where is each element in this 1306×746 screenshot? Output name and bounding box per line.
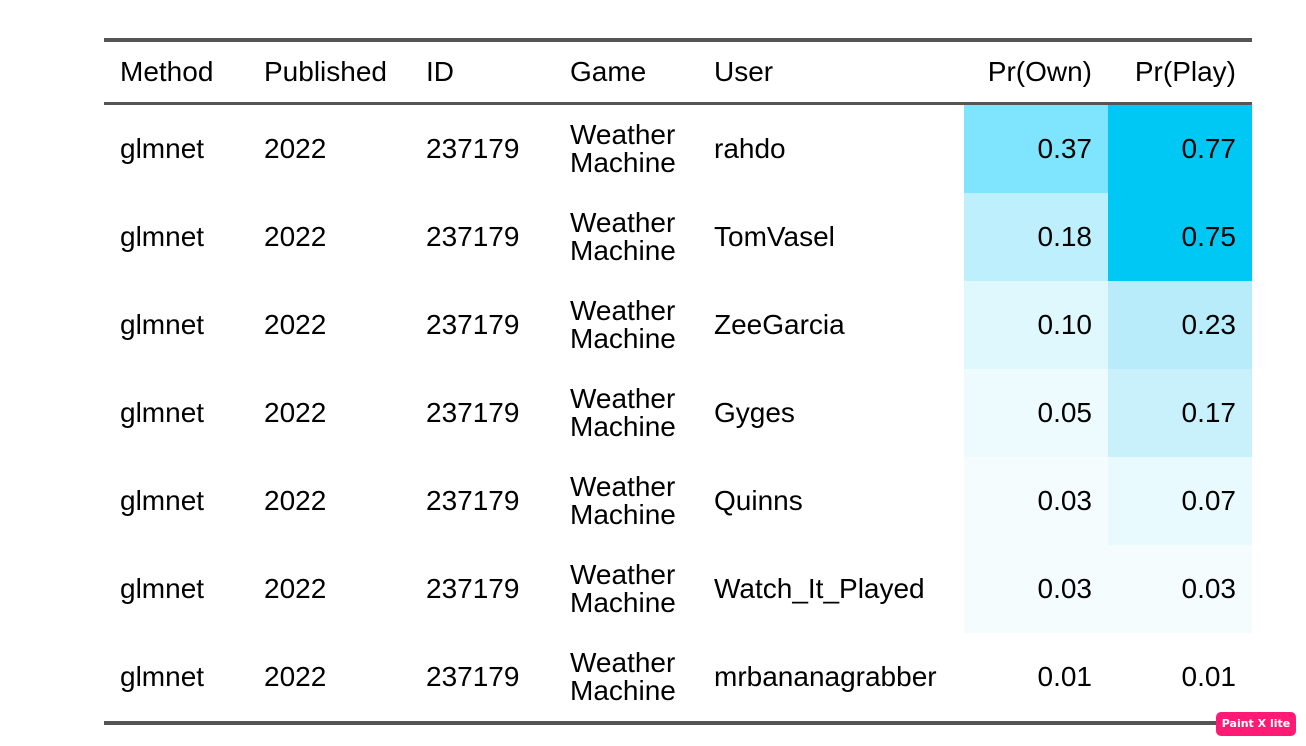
cell-id: 237179 xyxy=(426,397,520,428)
game-line-2: Machine xyxy=(570,587,676,618)
game-line-1: Weather xyxy=(570,207,676,238)
cell-method: glmnet xyxy=(120,573,205,604)
cell-published: 2022 xyxy=(264,221,327,252)
cell-user: mrbananagrabber xyxy=(698,633,964,725)
cell-pr-own: 0.01 xyxy=(964,633,1108,725)
cell-method: glmnet xyxy=(120,397,205,428)
paint-x-lite-watermark: Paint X lite xyxy=(1216,712,1296,736)
results-table: Method Published ID Game User Pr(Own) Pr… xyxy=(104,38,1252,725)
cell-method: glmnet xyxy=(120,309,205,340)
cell-method: glmnet xyxy=(104,633,248,725)
table-row: glmnet 2022 237179 Weather Machine mrbana… xyxy=(104,633,1252,725)
cell-id: 237179 xyxy=(426,573,520,604)
cell-pr-own: 0.18 xyxy=(964,193,1108,281)
game-line-2: Machine xyxy=(570,323,676,354)
cell-pr-play: 0.75 xyxy=(1108,193,1252,281)
table-row: glmnet 2022 237179 Weather Machine Quinns… xyxy=(104,457,1252,545)
table-row: glmnet 2022 237179 Weather Machine rahdo … xyxy=(104,103,1252,194)
cell-published: 2022 xyxy=(264,485,327,516)
cell-game: Weather Machine xyxy=(554,369,698,457)
game-line-1: Weather xyxy=(570,119,676,150)
cell-user: Watch_It_Played xyxy=(714,573,925,604)
cell-game: Weather Machine xyxy=(554,457,698,545)
cell-user: Gyges xyxy=(714,397,795,428)
cell-pr-own: 0.03 xyxy=(964,545,1108,633)
cell-pr-play: 0.07 xyxy=(1108,457,1252,545)
cell-method: glmnet xyxy=(120,221,205,252)
game-line-1: Weather xyxy=(570,295,676,326)
column-header-pr-own: Pr(Own) xyxy=(964,38,1108,105)
cell-method: glmnet xyxy=(120,133,205,164)
cell-published: 2022 xyxy=(264,397,327,428)
cell-method: glmnet xyxy=(120,485,205,516)
cell-game: Weather Machine xyxy=(554,281,698,369)
cell-published: 2022 xyxy=(248,633,410,725)
game-line-2: Machine xyxy=(570,499,676,530)
cell-user: Quinns xyxy=(714,485,803,516)
results-table-container: Method Published ID Game User Pr(Own) Pr… xyxy=(104,38,1252,725)
cell-user: TomVasel xyxy=(714,221,835,252)
cell-pr-play: 0.23 xyxy=(1108,281,1252,369)
game-line-2: Machine xyxy=(570,235,676,266)
game-line-1: Weather xyxy=(570,647,676,678)
cell-user: ZeeGarcia xyxy=(714,309,845,340)
cell-pr-own: 0.37 xyxy=(964,103,1108,193)
game-line-1: Weather xyxy=(570,383,676,414)
column-header-id: ID xyxy=(410,38,554,105)
game-line-2: Machine xyxy=(570,147,676,178)
cell-published: 2022 xyxy=(264,573,327,604)
cell-id: 237179 xyxy=(426,309,520,340)
cell-game: Weather Machine xyxy=(554,104,698,194)
cell-published: 2022 xyxy=(264,309,327,340)
column-header-method: Method xyxy=(104,38,248,105)
game-line-1: Weather xyxy=(570,559,676,590)
game-line-2: Machine xyxy=(570,675,676,706)
cell-user: rahdo xyxy=(714,133,786,164)
cell-game: Weather Machine xyxy=(554,545,698,633)
column-header-pr-play: Pr(Play) xyxy=(1108,38,1252,105)
table-row: glmnet 2022 237179 Weather Machine TomVas… xyxy=(104,193,1252,281)
header-row: Method Published ID Game User Pr(Own) Pr… xyxy=(104,38,1252,105)
cell-game: Weather Machine xyxy=(554,193,698,281)
cell-pr-own: 0.05 xyxy=(964,369,1108,457)
cell-pr-play: 0.03 xyxy=(1108,545,1252,633)
cell-id: 237179 xyxy=(410,633,554,725)
table-body: glmnet 2022 237179 Weather Machine rahdo … xyxy=(104,103,1252,725)
column-header-published: Published xyxy=(248,38,410,105)
table-row: glmnet 2022 237179 Weather Machine Gyges … xyxy=(104,369,1252,457)
cell-pr-play: 0.17 xyxy=(1108,369,1252,457)
cell-pr-play: 0.77 xyxy=(1108,103,1252,193)
cell-game: Weather Machine xyxy=(554,633,698,725)
column-header-user: User xyxy=(698,38,964,105)
column-header-game: Game xyxy=(554,38,698,105)
table-row: glmnet 2022 237179 Weather Machine ZeeGar… xyxy=(104,281,1252,369)
cell-pr-play: 0.01 xyxy=(1108,633,1252,725)
cell-pr-own: 0.03 xyxy=(964,457,1108,545)
game-line-1: Weather xyxy=(570,471,676,502)
cell-id: 237179 xyxy=(426,133,520,164)
cell-id: 237179 xyxy=(426,485,520,516)
cell-pr-own: 0.10 xyxy=(964,281,1108,369)
cell-published: 2022 xyxy=(264,133,327,164)
table-row: glmnet 2022 237179 Weather Machine Watch_… xyxy=(104,545,1252,633)
game-line-2: Machine xyxy=(570,411,676,442)
cell-id: 237179 xyxy=(426,221,520,252)
